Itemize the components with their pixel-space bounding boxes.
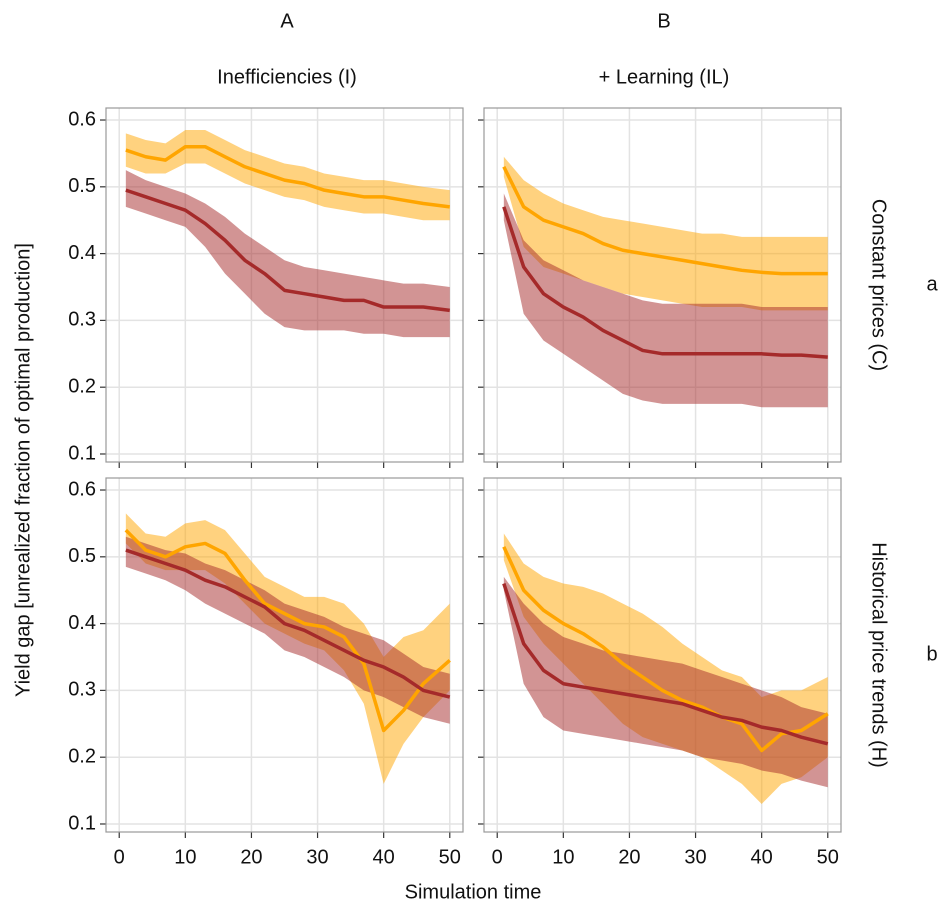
x-axis-label: Simulation time xyxy=(405,881,542,903)
line xyxy=(502,546,829,753)
x-tick-label: 50 xyxy=(817,846,839,868)
band xyxy=(125,513,450,784)
x-tick-label: 30 xyxy=(684,846,706,868)
x-tick-label: 10 xyxy=(174,846,196,868)
line xyxy=(125,548,451,699)
y-tick-label: 0.4 xyxy=(68,612,96,634)
column-letter: A xyxy=(280,10,294,32)
x-tick-label: 50 xyxy=(439,846,461,868)
y-tick-label: 0.4 xyxy=(68,242,96,264)
y-tick-label: 0.1 xyxy=(68,812,96,834)
panel-frame xyxy=(105,107,464,463)
y-tick-label: 0.3 xyxy=(68,679,96,701)
row-title: Constant prices (C) xyxy=(868,199,890,371)
panel-frame xyxy=(483,107,842,463)
band xyxy=(125,170,450,338)
x-tick-label: 40 xyxy=(373,846,395,868)
x-tick-label: 0 xyxy=(114,846,125,868)
x-tick-label: 20 xyxy=(240,846,262,868)
line xyxy=(502,166,828,276)
y-tick-label: 0.1 xyxy=(68,442,96,464)
x-tick-label: 0 xyxy=(492,846,503,868)
y-tick-label: 0.5 xyxy=(68,175,96,197)
row-letter: a xyxy=(926,273,938,295)
y-tick-label: 0.2 xyxy=(68,745,96,767)
row-title: Historical price trends (H) xyxy=(868,542,890,768)
line xyxy=(502,206,828,359)
x-tick-label: 40 xyxy=(751,846,773,868)
line xyxy=(502,582,829,746)
band xyxy=(503,576,828,788)
y-tick-label: 0.3 xyxy=(68,309,96,331)
column-title: + Learning (IL) xyxy=(599,66,730,88)
y-axis-label: Yield gap [unrealized fraction of optima… xyxy=(12,243,34,697)
x-tick-label: 30 xyxy=(306,846,328,868)
column-title: Inefficiencies (I) xyxy=(217,66,357,88)
panel-frame xyxy=(483,477,842,833)
line xyxy=(125,144,450,209)
line xyxy=(125,188,450,313)
line xyxy=(124,528,451,733)
y-tick-label: 0.2 xyxy=(68,375,96,397)
y-tick-label: 0.5 xyxy=(68,545,96,567)
x-tick-label: 20 xyxy=(618,846,640,868)
panel-frame xyxy=(105,477,464,833)
row-letter: b xyxy=(926,643,937,665)
column-letter: B xyxy=(657,10,670,32)
x-tick-label: 10 xyxy=(552,846,574,868)
y-tick-label: 0.6 xyxy=(68,478,96,500)
y-tick-label: 0.6 xyxy=(68,108,96,130)
